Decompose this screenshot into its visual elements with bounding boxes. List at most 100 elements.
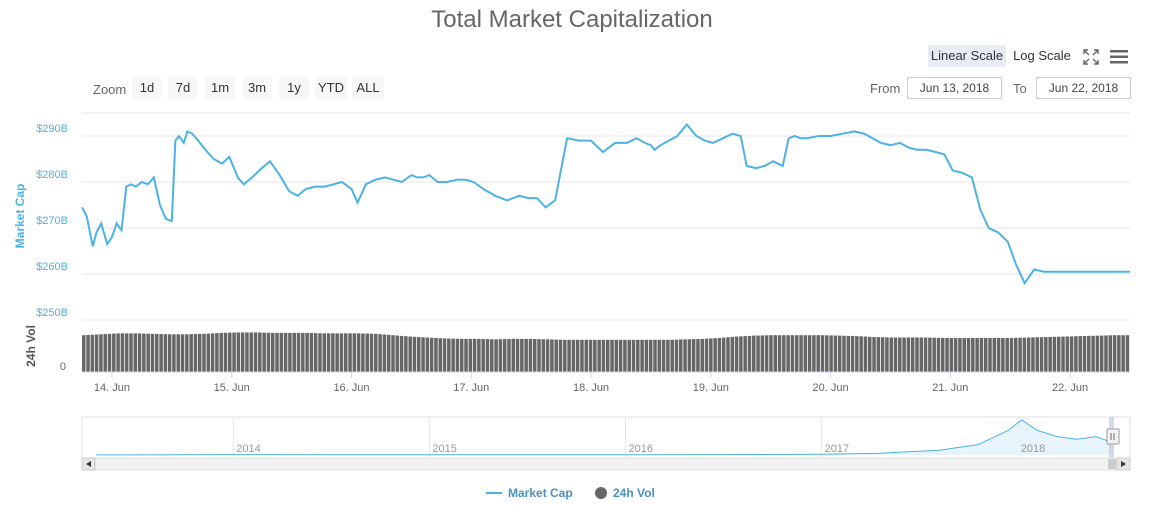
volume-bar	[468, 338, 473, 372]
volume-bar	[588, 339, 593, 372]
legend-volume[interactable]: 24h Vol	[595, 486, 655, 500]
zoom-1m-button[interactable]: 1m	[205, 77, 235, 99]
market-cap-line[interactable]	[81, 122, 1130, 286]
volume-bar	[223, 332, 228, 372]
volume-bar	[1078, 336, 1082, 372]
volume-bar	[249, 332, 254, 372]
volume-bar	[820, 335, 825, 372]
y-axis-label-market-cap: Market Cap	[13, 184, 27, 249]
volume-bar	[206, 333, 211, 372]
volume-bar	[855, 336, 859, 372]
volume-bar	[606, 339, 610, 372]
volume-bar	[610, 339, 614, 372]
volume-bar	[777, 335, 782, 372]
volume-bar	[837, 335, 842, 372]
volume-bar	[661, 339, 666, 372]
zoom-1d-button[interactable]: 1d	[132, 77, 162, 99]
volume-bar	[228, 332, 232, 372]
volume-bar	[283, 332, 288, 372]
volume-bar	[146, 333, 150, 372]
volume-bar	[1074, 336, 1078, 373]
volume-bar	[275, 332, 279, 372]
log-scale-button[interactable]: Log Scale	[1013, 48, 1071, 63]
volume-bar	[962, 337, 966, 372]
volume-bar	[979, 337, 984, 372]
volume-bar	[614, 339, 619, 372]
volume-bar	[709, 338, 713, 372]
navigator-handle[interactable]	[1106, 428, 1120, 445]
navigator-area	[96, 419, 1110, 455]
volume-bar	[107, 333, 112, 372]
volume-bar	[906, 337, 911, 372]
menu-icon[interactable]	[1110, 50, 1128, 64]
zoom-7d-button[interactable]: 7d	[168, 77, 198, 99]
volume-bar	[197, 333, 202, 372]
scrollbar-thumb[interactable]	[1108, 459, 1116, 469]
volume-bar	[653, 339, 657, 372]
volume-bar	[120, 333, 125, 372]
from-date-input[interactable]: Jun 13, 2018	[907, 77, 1002, 99]
zoom-label: Zoom	[93, 82, 127, 97]
volume-bar	[623, 339, 627, 372]
zoom-all-button[interactable]: ALL	[352, 77, 384, 99]
volume-bar	[739, 336, 743, 372]
volume-bar	[331, 333, 335, 372]
volume-bar	[932, 337, 936, 372]
volume-bar	[983, 337, 988, 372]
zoom-3m-button[interactable]: 3m	[242, 77, 272, 99]
volume-bar	[644, 339, 649, 372]
volume-bar	[301, 332, 305, 372]
volume-bar	[361, 333, 365, 372]
volume-bar	[477, 338, 481, 372]
volume-bar	[850, 336, 855, 372]
volume-bar	[434, 337, 438, 372]
volume-bar	[657, 339, 662, 372]
legend-market-cap[interactable]: Market Cap	[486, 486, 573, 500]
scrollbar-track[interactable]	[81, 457, 1131, 471]
volume-bar	[541, 339, 546, 372]
volume-bar	[618, 339, 623, 372]
volume-bar	[1001, 337, 1005, 372]
volume-bar	[640, 339, 644, 372]
volume-bar	[704, 338, 709, 372]
volume-bar	[1035, 337, 1040, 372]
zoom-1y-button[interactable]: 1y	[279, 77, 309, 99]
volume-bar	[593, 339, 597, 372]
volume-bar	[1022, 337, 1027, 373]
volume-bar	[799, 335, 803, 372]
volume-bar	[915, 337, 919, 372]
volume-bar	[129, 333, 133, 372]
linear-scale-button[interactable]: Linear Scale	[928, 45, 1006, 67]
volume-bar	[554, 339, 558, 372]
volume-bar	[189, 334, 193, 373]
volume-bar	[898, 337, 902, 372]
volume-bar	[236, 332, 241, 372]
volume-bar	[459, 338, 464, 372]
volume-bar	[524, 338, 528, 372]
to-date-input[interactable]: Jun 22, 2018	[1036, 77, 1131, 99]
volume-bar	[1009, 337, 1014, 372]
volume-bar	[391, 335, 395, 372]
volume-bar	[567, 339, 571, 372]
zoom-ytd-button[interactable]: YTD	[315, 77, 347, 99]
volume-bar	[502, 339, 507, 372]
volume-bar	[94, 334, 99, 372]
volume-bar	[279, 332, 284, 372]
volume-bar	[116, 333, 120, 372]
navigator-panel[interactable]	[81, 416, 1131, 459]
volume-bar	[159, 334, 163, 372]
volume-bar	[721, 337, 726, 373]
fullscreen-icon[interactable]	[1083, 49, 1099, 65]
volume-bar	[137, 333, 142, 372]
navigator-x-ticks: 2014 2015 2016 2017 2018	[236, 443, 1045, 455]
x-tick-label: 17. Jun	[453, 382, 489, 394]
volume-bar	[155, 333, 159, 372]
volume-bar	[683, 339, 687, 372]
volume-bar	[305, 332, 309, 372]
volume-bar	[365, 333, 369, 372]
volume-bar	[760, 335, 765, 372]
volume-bar	[889, 337, 893, 372]
scrollbar-right-arrow-icon	[1121, 461, 1126, 467]
volume-bar	[507, 339, 511, 373]
volume-bar	[124, 333, 129, 372]
